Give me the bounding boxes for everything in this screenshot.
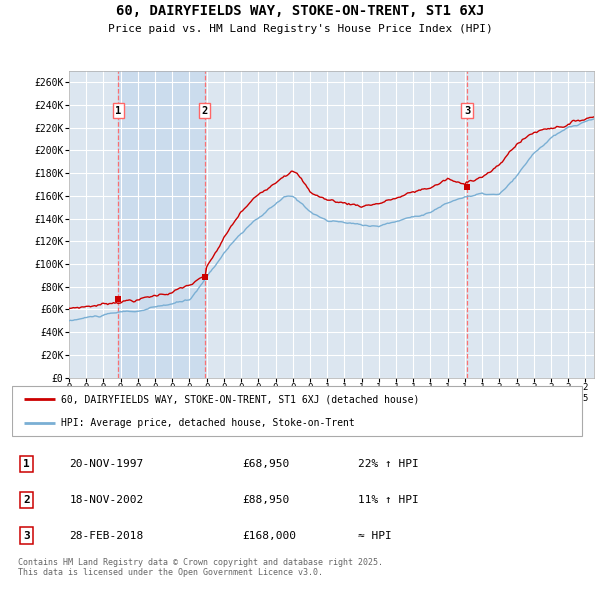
- FancyBboxPatch shape: [12, 386, 582, 436]
- Text: 3: 3: [464, 106, 470, 116]
- Text: £88,950: £88,950: [242, 495, 290, 504]
- Text: £68,950: £68,950: [242, 459, 290, 469]
- Text: 60, DAIRYFIELDS WAY, STOKE-ON-TRENT, ST1 6XJ (detached house): 60, DAIRYFIELDS WAY, STOKE-ON-TRENT, ST1…: [61, 394, 419, 404]
- Text: 18-NOV-2002: 18-NOV-2002: [70, 495, 144, 504]
- Text: 3: 3: [23, 530, 30, 540]
- Text: 20-NOV-1997: 20-NOV-1997: [70, 459, 144, 469]
- Text: 1: 1: [115, 106, 122, 116]
- Bar: [118, 71, 205, 378]
- Text: Price paid vs. HM Land Registry's House Price Index (HPI): Price paid vs. HM Land Registry's House …: [107, 24, 493, 34]
- Text: 1: 1: [23, 459, 30, 469]
- Text: 2: 2: [202, 106, 208, 116]
- Text: £168,000: £168,000: [242, 530, 296, 540]
- Text: 2: 2: [23, 495, 30, 504]
- Text: 60, DAIRYFIELDS WAY, STOKE-ON-TRENT, ST1 6XJ: 60, DAIRYFIELDS WAY, STOKE-ON-TRENT, ST1…: [116, 4, 484, 18]
- Text: HPI: Average price, detached house, Stoke-on-Trent: HPI: Average price, detached house, Stok…: [61, 418, 355, 428]
- Text: 28-FEB-2018: 28-FEB-2018: [70, 530, 144, 540]
- Text: 22% ↑ HPI: 22% ↑ HPI: [358, 459, 418, 469]
- Text: ≈ HPI: ≈ HPI: [358, 530, 391, 540]
- Text: 11% ↑ HPI: 11% ↑ HPI: [358, 495, 418, 504]
- Text: Contains HM Land Registry data © Crown copyright and database right 2025.
This d: Contains HM Land Registry data © Crown c…: [18, 558, 383, 577]
